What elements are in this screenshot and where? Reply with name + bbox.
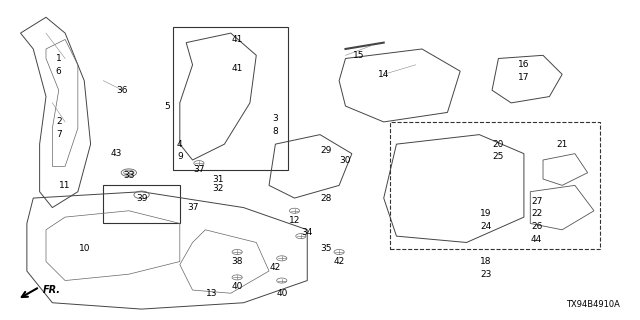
- Text: 3: 3: [273, 114, 278, 123]
- Text: 41: 41: [232, 35, 243, 44]
- Bar: [173, 27, 288, 170]
- Text: FR.: FR.: [43, 285, 61, 295]
- Text: 40: 40: [276, 289, 287, 298]
- Text: 41: 41: [232, 63, 243, 73]
- Text: 14: 14: [378, 70, 389, 79]
- Text: 11: 11: [60, 181, 71, 190]
- Text: 21: 21: [556, 140, 568, 148]
- Text: 30: 30: [340, 156, 351, 164]
- Text: 18: 18: [480, 257, 492, 266]
- Text: 8: 8: [273, 127, 278, 136]
- Text: 36: 36: [116, 86, 128, 95]
- Text: 9: 9: [177, 152, 182, 161]
- Text: 37: 37: [187, 203, 198, 212]
- Text: 1: 1: [56, 54, 61, 63]
- Text: 33: 33: [123, 172, 134, 180]
- Text: 5: 5: [164, 101, 170, 111]
- Text: 16: 16: [518, 60, 530, 69]
- Text: 38: 38: [232, 257, 243, 266]
- Text: 34: 34: [301, 228, 313, 237]
- Text: 12: 12: [289, 216, 300, 225]
- Text: 7: 7: [56, 130, 61, 139]
- Text: 2: 2: [56, 117, 61, 126]
- Text: 13: 13: [206, 289, 218, 298]
- Text: 39: 39: [136, 194, 147, 203]
- Text: 22: 22: [531, 209, 542, 219]
- Text: 15: 15: [353, 51, 364, 60]
- Bar: [103, 185, 180, 223]
- Text: 42: 42: [270, 263, 281, 272]
- Text: 44: 44: [531, 235, 542, 244]
- Text: 42: 42: [333, 257, 345, 266]
- Text: 4: 4: [177, 140, 182, 148]
- Text: 43: 43: [111, 149, 122, 158]
- Text: 23: 23: [480, 270, 492, 279]
- Bar: [390, 122, 600, 249]
- Text: 31: 31: [212, 174, 224, 184]
- Text: 40: 40: [232, 282, 243, 292]
- Text: 19: 19: [480, 209, 492, 219]
- Text: 20: 20: [493, 140, 504, 148]
- Text: TX94B4910A: TX94B4910A: [566, 300, 620, 309]
- Text: 25: 25: [493, 152, 504, 161]
- Text: 28: 28: [321, 194, 332, 203]
- Text: 24: 24: [480, 222, 492, 231]
- Text: 10: 10: [79, 244, 90, 253]
- Text: 26: 26: [531, 222, 542, 231]
- Text: 17: 17: [518, 73, 530, 82]
- Text: 6: 6: [56, 67, 61, 76]
- Text: 35: 35: [321, 244, 332, 253]
- Text: 32: 32: [212, 184, 224, 193]
- Text: 27: 27: [531, 197, 542, 206]
- Text: 29: 29: [321, 146, 332, 155]
- Text: 37: 37: [193, 165, 205, 174]
